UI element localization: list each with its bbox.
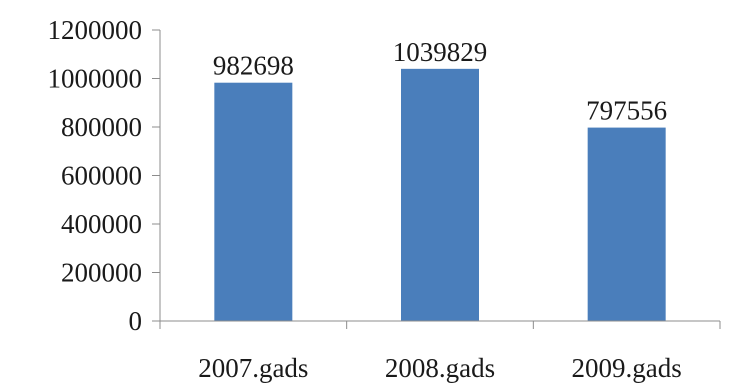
- x-category-label: 2009.gads: [572, 353, 682, 383]
- bar-series: [214, 68, 666, 322]
- y-tick-label: 400000: [61, 209, 142, 239]
- data-labels: 982698 1039829 797556: [213, 37, 667, 126]
- x-category-label: 2007.gads: [198, 353, 308, 383]
- x-category-label: 2008.gads: [385, 353, 495, 383]
- data-label: 797556: [586, 96, 667, 126]
- y-tick-label: 0: [129, 306, 143, 336]
- y-tick-label: 1200000: [48, 15, 143, 45]
- y-tick-label: 1000000: [48, 64, 143, 94]
- x-axis-labels: 2007.gads 2008.gads 2009.gads: [198, 353, 682, 383]
- bar-2008.gads: [401, 68, 479, 322]
- y-tick-label: 600000: [61, 161, 142, 191]
- data-label: 982698: [213, 51, 294, 81]
- y-tick-label: 800000: [61, 112, 142, 142]
- axes: [159, 30, 721, 329]
- data-label: 1039829: [393, 37, 488, 67]
- y-tick-label: 200000: [61, 258, 142, 288]
- y-axis-ticks: 0 200000 400000 600000 800000 1000000 1200000: [48, 15, 160, 336]
- bar-2007.gads: [214, 82, 293, 321]
- bar-2009.gads: [587, 127, 666, 321]
